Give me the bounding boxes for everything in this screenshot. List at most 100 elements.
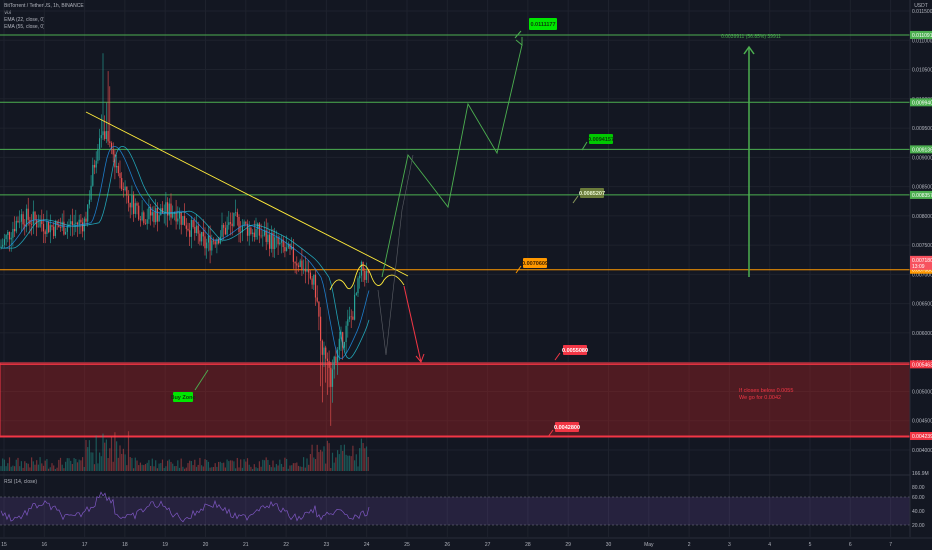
volume-bar [153,466,155,471]
volume-bar [116,441,118,471]
candle-body [185,225,187,229]
candle-body [286,247,288,252]
candle-body [117,165,119,174]
candle-body [221,224,223,237]
candle-body [87,204,89,222]
price-tick-label: 0.0045000 [912,419,932,425]
volume-bar [287,468,289,471]
candle-body [93,164,96,168]
candle-body [211,240,213,251]
volume-bar [279,459,281,471]
volume-bar [51,463,53,471]
candle-body [245,221,247,224]
volume-bar [177,460,179,471]
price-tick-label: 0.0070000 [912,272,932,278]
candle-body [14,228,16,232]
volume-bar [105,439,107,471]
volume-bar [90,452,92,471]
time-tick-label: 19 [162,542,168,548]
volume-bar [42,465,45,471]
candle-body [347,319,349,326]
volume-bar [314,459,317,471]
volume-bar [65,461,67,471]
volume-bar [59,457,62,471]
candle-body [58,224,60,228]
time-tick-label: 7 [889,542,892,548]
alternative-path [377,154,414,356]
candle-body [36,219,38,228]
candle-body [156,208,158,222]
volume-bar [195,466,198,471]
candle-body [250,227,252,234]
candle-body [46,221,48,235]
target-label-3-box [580,188,604,198]
time-tick-label: 5 [809,542,812,548]
volume-bar [104,442,106,471]
volume-bar [44,460,46,471]
volume-bar [359,448,361,471]
volume-bar [204,459,206,471]
candle-body [133,195,135,214]
rsi-label[interactable]: RSI (14, close) [4,479,38,485]
candle-body [224,227,226,235]
candle-body [194,227,196,234]
volume-bar [71,464,73,471]
candle-body [226,225,228,235]
candle-body [270,232,272,249]
candle-body [337,349,339,363]
volume-bar [365,446,368,471]
ema-55-label[interactable]: EMA (55, close, 0) [4,24,45,30]
volume-bar [347,455,349,471]
volume-indicator-label[interactable]: Vol [4,10,11,16]
candle-body [297,265,300,267]
level-tag-label: 0.0091360 [912,147,932,153]
volume-bar [110,436,113,471]
candle-body [19,221,21,223]
candle-body [219,236,221,244]
projection-arrow-head [515,37,523,46]
volume-bar [214,463,216,471]
volume-bar [39,457,41,471]
time-tick-label: 26 [445,542,451,548]
volume-bar [236,457,238,471]
level-tag-label: 0.0070800 [912,268,932,274]
candle-body [197,225,199,234]
candle-body [51,225,53,227]
candle-body [110,142,113,150]
candle-body [263,230,266,236]
candle-body [350,316,352,318]
volume-bar [286,459,288,471]
volume-bar [301,466,303,471]
volume-bar [252,468,254,471]
candle-body [275,236,277,238]
candle-body [352,316,354,320]
volume-bar [161,459,164,471]
ema-22-label[interactable]: EMA (22, close, 0) [4,17,45,23]
volume-bar [328,443,330,471]
rsi-pane [0,474,932,526]
candle-body [146,219,148,224]
volume-bar [63,468,65,471]
volume-bar [294,463,296,471]
zone-label-top-box [563,345,587,355]
zone-pointer [547,429,554,438]
volume-bar [20,461,22,471]
candle-body [10,237,12,240]
candle-body [365,270,368,280]
candle-body [70,221,72,225]
volume-bar [238,467,240,471]
candle-body [323,347,325,355]
target-label-4-box [523,258,547,268]
currency-label: USDT [914,3,928,9]
target-pointer [515,265,522,274]
volume-bar [318,452,320,471]
level-tag-label: 0.0042390 [912,434,932,440]
candle-body [178,212,181,219]
volume-bar [226,459,228,471]
volume-bar [335,457,337,471]
volume-bar [134,457,136,471]
chart-grid [0,0,910,537]
candle-body [233,212,235,227]
